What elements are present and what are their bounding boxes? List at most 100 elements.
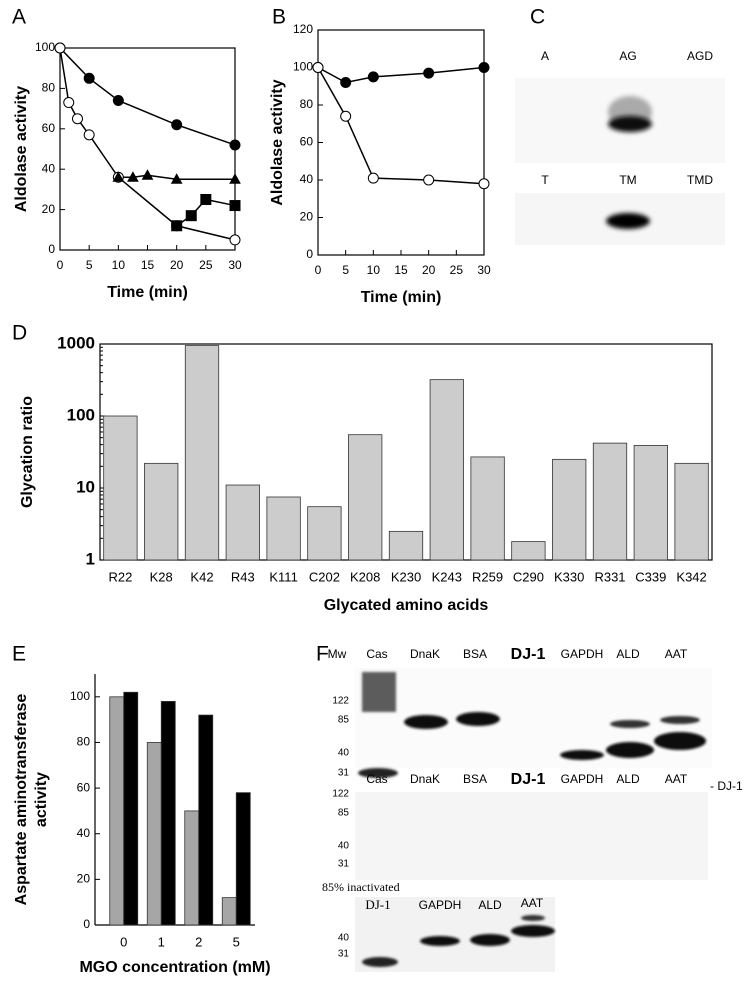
lane-label: AAT: [665, 647, 688, 661]
y-tick-label: 80: [77, 735, 91, 749]
plot-frame: [317, 29, 485, 256]
bar: [633, 445, 668, 561]
bar: [198, 714, 214, 926]
marker: [185, 210, 197, 222]
y-tick-label: 80: [300, 97, 314, 111]
lane-label: AG: [619, 49, 636, 63]
marker: [171, 220, 183, 232]
bar: [109, 696, 125, 926]
marker: [367, 172, 379, 184]
x-tick-label: 20: [170, 258, 184, 272]
y-tick-label: 20: [300, 210, 314, 224]
x-tick-label: 20: [422, 263, 436, 277]
mw-marker: 40: [338, 841, 350, 852]
bar: [266, 496, 301, 561]
band: [511, 925, 555, 937]
lane-label: TM: [619, 173, 636, 187]
marker: [127, 171, 139, 182]
lane-label: AAT: [521, 896, 544, 910]
x-axis-label: Time (min): [107, 284, 188, 301]
x-tick-label: 1: [158, 934, 165, 949]
x-tick-label: 2: [195, 934, 202, 949]
band: [358, 768, 398, 778]
band: [610, 720, 650, 728]
y-tick-label: 100: [70, 689, 90, 703]
bar: [184, 345, 220, 561]
y-tick-label: 0: [306, 247, 313, 261]
y-tick-label: 100: [67, 405, 95, 424]
lane-label: ALD: [616, 647, 640, 661]
panel-letter: D: [12, 322, 27, 345]
lane-label: GAPDH: [561, 647, 604, 661]
marker: [367, 71, 379, 83]
band: [420, 936, 460, 946]
x-tick-label: C290: [513, 569, 544, 584]
y-tick-label: 60: [300, 135, 314, 149]
y-axis-label: Aspartate aminotransferase: [13, 694, 30, 906]
mw-marker: 85: [338, 808, 350, 819]
lane-label: BSA: [463, 647, 487, 661]
lane-label: AAT: [665, 772, 688, 786]
bar: [146, 742, 162, 926]
lane-label: DJ-1: [365, 897, 390, 912]
x-tick-label: 15: [141, 258, 155, 272]
y-axis-label: Aldolase activity: [13, 86, 30, 212]
y-axis-label: Aldolase activity: [269, 79, 286, 205]
lane-label: DnaK: [410, 772, 440, 786]
band: [470, 934, 510, 946]
band: [560, 750, 604, 760]
lane-label: A: [541, 49, 549, 63]
mw-marker: 85: [338, 715, 350, 726]
y-tick-label: 40: [300, 172, 314, 186]
marker: [141, 169, 154, 180]
marker: [72, 113, 83, 125]
panel-letter: B: [272, 6, 286, 29]
band: [606, 213, 650, 229]
x-tick-label: R43: [231, 569, 255, 584]
lane-label: DnaK: [410, 647, 440, 661]
lane-label: Cas: [366, 772, 387, 786]
mw-label: Mw: [328, 647, 347, 661]
x-tick-label: 25: [450, 263, 464, 277]
series-line: [176, 198, 236, 227]
bar: [160, 700, 176, 926]
mw-marker: 122: [332, 696, 349, 707]
x-tick-label: 10: [112, 258, 126, 272]
panel-letter: A: [12, 6, 26, 29]
marker: [478, 62, 490, 73]
bar: [348, 434, 383, 561]
x-tick-label: R331: [594, 569, 625, 584]
lane-label: GAPDH: [419, 898, 462, 912]
x-tick-label: R22: [108, 569, 132, 584]
y-tick-label: 40: [77, 826, 91, 840]
x-tick-label: C339: [635, 569, 666, 584]
x-tick-label: 5: [86, 258, 93, 272]
x-tick-label: 15: [394, 263, 408, 277]
y-tick-label: 100: [293, 60, 313, 74]
x-axis-label: Time (min): [361, 289, 442, 306]
marker: [229, 173, 241, 184]
note: 85% inactivated: [322, 880, 400, 894]
lane-label: GAPDH: [561, 772, 604, 786]
y-axis-label: activity: [33, 772, 50, 827]
x-tick-label: 25: [199, 258, 213, 272]
marker: [112, 95, 124, 107]
marker: [340, 77, 352, 88]
mw-marker: 122: [332, 789, 349, 800]
x-tick-label: K330: [554, 569, 584, 584]
marker: [83, 129, 95, 141]
marker: [83, 72, 95, 84]
bar: [592, 442, 628, 561]
x-tick-label: K208: [350, 569, 380, 584]
lane-label: DJ-1: [511, 646, 546, 663]
band: [362, 672, 396, 712]
marker: [312, 62, 324, 73]
bar: [511, 541, 546, 561]
x-tick-label: K230: [391, 569, 421, 584]
blot: [355, 792, 708, 880]
x-tick-label: 0: [120, 934, 127, 949]
mw-marker: 31: [338, 768, 350, 779]
y-tick-label: 60: [77, 780, 91, 794]
